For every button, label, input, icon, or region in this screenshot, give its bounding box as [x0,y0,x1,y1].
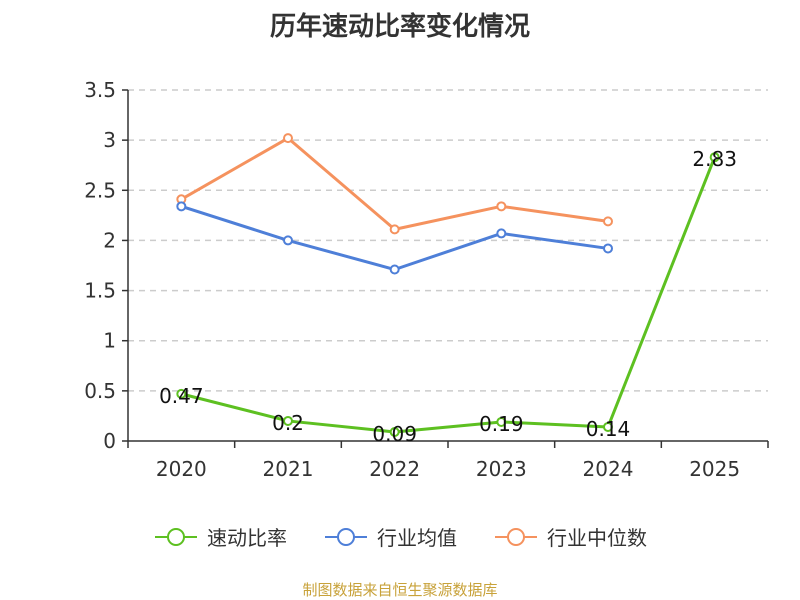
data-point[interactable] [176,201,187,212]
legend-item-industry-median[interactable]: 行业中位数 [493,522,647,551]
data-label: 0.14 [586,417,631,441]
legend-marker-quick-ratio [155,527,197,546]
data-label: 0.2 [272,411,304,435]
y-tick-label: 0.5 [84,379,116,403]
y-tick-label: 2.5 [84,178,116,202]
x-tick-label: 2022 [369,457,420,481]
series-line-2 [180,136,609,231]
data-label: 0.47 [159,384,204,408]
data-point[interactable] [389,224,400,235]
data-point[interactable] [496,201,507,212]
x-tick-label: 2025 [689,457,740,481]
y-tick-label: 1.5 [84,279,116,303]
y-tick-label: 3 [103,128,116,152]
x-tick-label: 2020 [156,457,207,481]
data-point[interactable] [603,421,613,432]
data-point[interactable] [176,388,187,399]
chart-title: 历年速动比率变化情况 [269,12,530,42]
data-point[interactable] [283,415,293,426]
legend-item-industry-mean[interactable]: 行业均值 [323,522,457,551]
data-point[interactable] [283,235,293,246]
series-line-0 [180,156,717,434]
series [176,133,720,437]
data-labels: 0.47 0.2 0.09 0.19 0.14 2.83 [159,147,737,446]
source-note: 制图数据来自恒生聚源数据库 [302,581,498,599]
legend: 速动比率 行业均值 行业中位数 [0,522,800,551]
legend-marker-industry-mean [325,527,367,546]
y-tick-label: 2 [103,228,116,252]
data-point[interactable] [389,264,400,275]
legend-label-industry-median: 行业中位数 [547,526,647,550]
x-tick-label: 2021 [263,457,314,481]
gridlines [128,89,768,392]
data-point[interactable] [496,228,507,239]
y-tick-label: 0 [103,429,116,453]
data-point[interactable] [496,416,507,427]
data-point[interactable] [603,243,613,254]
y-tick-label: 3.5 [84,78,116,102]
data-point[interactable] [389,426,400,437]
legend-marker-industry-median [495,527,537,546]
axes: 0 0.5 1 1.5 2 2.5 3 3.5 2020 2021 2022 2023 2024 2025 [84,78,769,481]
legend-item-quick-ratio[interactable]: 速动比率 [153,522,287,551]
series-line-1 [180,204,609,272]
data-label: 0.19 [479,412,524,436]
data-point[interactable] [283,133,293,144]
y-tick-label: 1 [103,329,116,353]
data-label: 2.83 [692,147,737,171]
x-tick-label: 2024 [583,457,634,481]
data-point[interactable] [603,216,613,227]
legend-label-industry-mean: 行业均值 [377,526,457,550]
legend-label-quick-ratio: 速动比率 [207,526,287,550]
data-point[interactable] [709,152,720,163]
data-label: 0.09 [372,422,417,446]
x-tick-label: 2023 [476,457,527,481]
